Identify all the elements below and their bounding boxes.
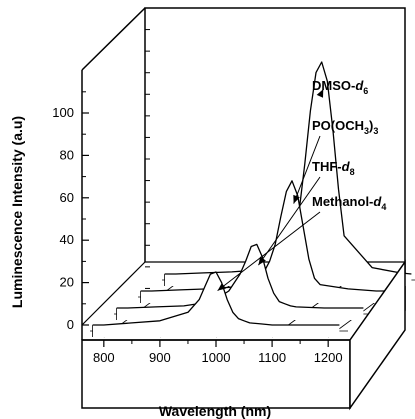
y-tick-label: 40 bbox=[60, 232, 74, 247]
legend-label: THF-d8 bbox=[312, 159, 355, 177]
legend-arrowhead bbox=[316, 89, 324, 98]
y-tick-label: 100 bbox=[52, 105, 74, 120]
floor-left-edge bbox=[81, 261, 146, 326]
y-tick-label: 20 bbox=[60, 275, 74, 290]
y-tick-label: 80 bbox=[60, 147, 74, 162]
x-tick-label: 800 bbox=[93, 350, 115, 365]
series-layer bbox=[92, 61, 412, 337]
x-axis-title: Wavelength (nm) bbox=[159, 403, 271, 419]
legend-label: Methanol-d4 bbox=[312, 194, 386, 212]
base-side-face bbox=[349, 259, 406, 411]
legend-label: PO(OCH3)3 bbox=[312, 118, 378, 136]
x-tick-label: 1100 bbox=[258, 350, 286, 365]
y-tick-label: 60 bbox=[60, 190, 74, 205]
x-axis: 800 900 1000 1100 1200 bbox=[93, 340, 343, 365]
legend-arrow bbox=[258, 176, 321, 266]
y-axis-title: Luminescence Intensity (a.u) bbox=[9, 116, 25, 308]
series-line-THF-d8 bbox=[116, 243, 364, 309]
series-line-Methanol-d4 bbox=[92, 271, 340, 326]
x-tick-label: 1200 bbox=[314, 350, 343, 365]
series-fill-Methanol-d4 bbox=[92, 272, 340, 337]
series-fill-THF-d8 bbox=[116, 244, 364, 320]
y-axis: 0 20 40 60 80 100 bbox=[52, 29, 150, 332]
x-tick-label: 1000 bbox=[202, 350, 231, 365]
left-wall-top-edge bbox=[81, 7, 146, 71]
y-tick-label: 0 bbox=[67, 317, 74, 332]
legend-arrow bbox=[217, 211, 321, 291]
legend-arrow bbox=[293, 135, 321, 204]
legend-arrowhead bbox=[293, 194, 300, 204]
series-line-DMSO-d6 bbox=[164, 61, 412, 275]
x-tick-label: 900 bbox=[149, 350, 171, 365]
legend-arrowhead bbox=[258, 256, 266, 266]
legend-arrowhead bbox=[217, 282, 227, 291]
